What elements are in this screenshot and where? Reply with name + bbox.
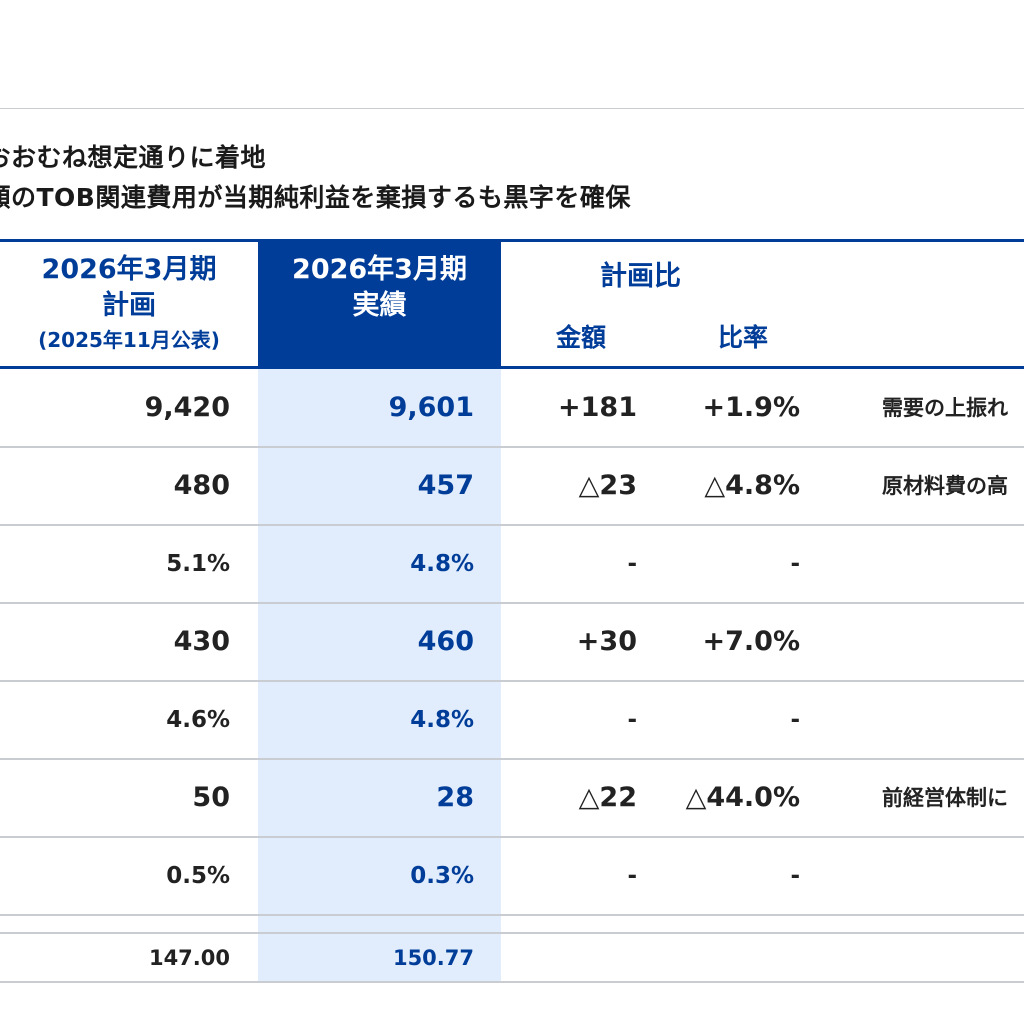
actual-value: 4.8% (410, 551, 474, 577)
headline-line-2: 多額のTOB関連費用が当期純利益を棄損するも黒字を確保 (0, 183, 631, 212)
table-row: 5.1% 4.8% - - (0, 526, 1024, 602)
row-note: 需要の上振れ (882, 396, 1008, 420)
amount-column-header: 金額 (556, 323, 607, 352)
variance-amount: - (627, 707, 637, 733)
row-divider (0, 836, 1024, 838)
actual-value: 150.77 (392, 946, 474, 970)
table-bottom-rule (0, 981, 1024, 983)
actual-header-period: 2026年3月期 (292, 254, 467, 285)
row-divider (0, 914, 1024, 916)
table-row: 0.5% 0.3% - - (0, 838, 1024, 914)
plan-header-date: (2025年11月公表) (38, 328, 220, 352)
table-row: 9,420 9,601 +181 +1.9% 需要の上振れ (0, 370, 1024, 446)
row-note: 前経営体制に (882, 786, 1008, 810)
plan-value: 480 (173, 470, 230, 501)
variance-amount: +30 (576, 626, 637, 657)
plan-header-label: 計画 (102, 290, 156, 321)
actual-value: 28 (436, 782, 474, 813)
table-top-rule (0, 239, 1024, 242)
actual-value: 0.3% (410, 863, 474, 889)
plan-value: 9,420 (144, 392, 230, 423)
variance-rate: △4.8% (704, 470, 800, 501)
headline-line-1: におおむね想定通りに着地 (0, 143, 267, 172)
variance-amount: △22 (578, 782, 637, 813)
actual-column-header: 2026年3月期 実績 (258, 252, 501, 324)
actual-value: 460 (417, 626, 474, 657)
plan-value: 147.00 (148, 946, 230, 970)
plan-header-period: 2026年3月期 (41, 254, 217, 285)
actual-header-label: 実績 (352, 290, 407, 321)
top-divider (0, 108, 1024, 109)
actual-column-header-bg (258, 242, 501, 366)
actual-value: 4.8% (410, 707, 474, 733)
plan-value: 50 (192, 782, 230, 813)
rate-column-header: 比率 (718, 323, 769, 352)
table-row: 50 28 △22 △44.0% 前経営体制に (0, 760, 1024, 836)
table-row: 147.00 150.77 (0, 934, 1024, 982)
variance-rate: +1.9% (702, 392, 800, 423)
plan-value: 4.6% (166, 707, 230, 733)
row-divider (0, 758, 1024, 760)
variance-rate: - (790, 551, 800, 577)
plan-value: 430 (173, 626, 230, 657)
header-bottom-rule (0, 366, 1024, 369)
plan-value: 0.5% (166, 863, 230, 889)
table-row: 480 457 △23 △4.8% 原材料費の高 (0, 448, 1024, 524)
variance-amount: - (627, 551, 637, 577)
plan-value: 5.1% (166, 551, 230, 577)
plan-column-header: 2026年3月期 計画 (2025年11月公表) (0, 252, 258, 354)
table-row: 4.6% 4.8% - - (0, 682, 1024, 758)
row-divider (0, 524, 1024, 526)
variance-rate: - (790, 707, 800, 733)
row-divider (0, 932, 1024, 934)
actual-value: 457 (417, 470, 474, 501)
variance-amount: - (627, 863, 637, 889)
variance-amount: △23 (578, 470, 637, 501)
variance-rate: - (790, 863, 800, 889)
variance-amount: +181 (558, 392, 637, 423)
row-divider (0, 680, 1024, 682)
variance-rate: △44.0% (685, 782, 800, 813)
table-row: 430 460 +30 +7.0% (0, 604, 1024, 680)
row-note: 原材料費の高 (882, 474, 1008, 498)
actual-value: 9,601 (388, 392, 474, 423)
row-divider (0, 602, 1024, 604)
compare-column-header: 計画比 (600, 261, 681, 292)
variance-rate: +7.0% (702, 626, 800, 657)
row-divider (0, 446, 1024, 448)
